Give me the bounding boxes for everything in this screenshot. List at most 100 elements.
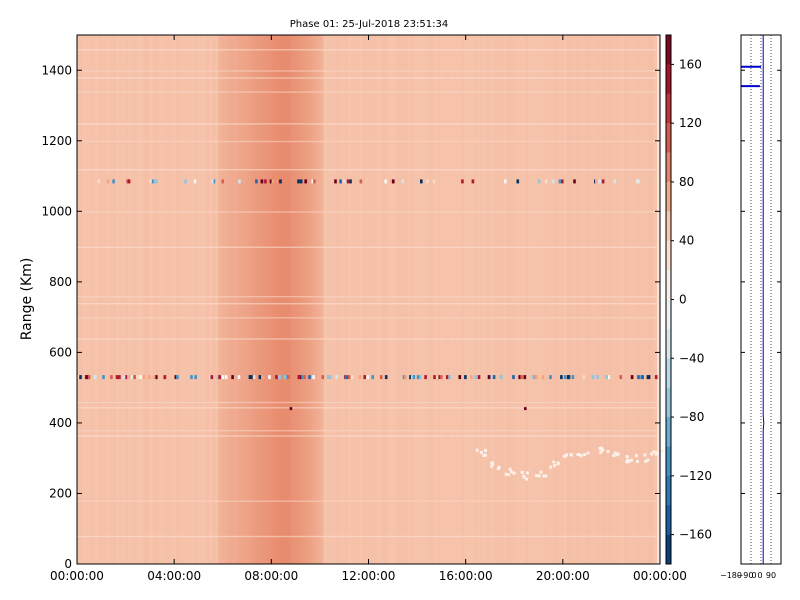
heatmap-column bbox=[350, 35, 354, 564]
band-cell bbox=[300, 375, 304, 380]
band-cell bbox=[312, 375, 315, 380]
heatmap-column bbox=[239, 35, 243, 564]
band-cell bbox=[518, 375, 521, 380]
heatmap-column bbox=[470, 35, 475, 564]
x-tick-label: 00:00:00 bbox=[633, 569, 687, 583]
band-cell bbox=[411, 375, 414, 380]
band-cell bbox=[474, 375, 477, 380]
colorbar-cell bbox=[666, 328, 671, 359]
trace-point bbox=[643, 453, 647, 457]
heatmap-column bbox=[131, 35, 135, 564]
y-tick-label: 400 bbox=[49, 416, 72, 430]
heatmap-column bbox=[89, 35, 93, 564]
band-cell bbox=[77, 375, 80, 380]
band-cell bbox=[471, 179, 475, 184]
heatmap-column bbox=[236, 35, 240, 564]
band-cell bbox=[224, 375, 228, 380]
band-cell bbox=[605, 375, 608, 380]
heatmap-column bbox=[524, 35, 529, 564]
chart-title: Phase 01: 25-Jul-2018 23:51:34 bbox=[290, 19, 448, 30]
heatmap-column bbox=[449, 35, 454, 564]
heatmap-column bbox=[626, 35, 631, 564]
heatmap-column bbox=[386, 35, 390, 564]
band-cell bbox=[512, 375, 515, 380]
heatmap-column bbox=[374, 35, 378, 564]
heatmap-column bbox=[251, 35, 255, 564]
heatmap-column bbox=[221, 35, 225, 564]
isolated-cell bbox=[524, 407, 527, 411]
band-cell bbox=[641, 375, 644, 380]
heatmap-column bbox=[155, 35, 159, 564]
heatmap-column bbox=[509, 35, 514, 564]
band-cell bbox=[424, 375, 427, 380]
heatmap-column bbox=[497, 35, 502, 564]
trace-point bbox=[579, 454, 583, 458]
heatmap-column bbox=[332, 35, 336, 564]
trace-point bbox=[512, 471, 516, 475]
band-cell bbox=[561, 179, 564, 184]
band-cell bbox=[582, 375, 586, 380]
band-cell bbox=[346, 179, 350, 184]
heatmap-column bbox=[137, 35, 141, 564]
heatmap-streak bbox=[77, 303, 660, 305]
band-cell bbox=[278, 375, 281, 380]
heatmap-streak bbox=[77, 535, 660, 538]
band-cell bbox=[87, 375, 91, 380]
heatmap-column bbox=[494, 35, 499, 564]
heatmap-column bbox=[347, 35, 351, 564]
heatmap-column bbox=[473, 35, 478, 564]
band-cell bbox=[384, 179, 387, 184]
trace-point bbox=[606, 449, 610, 453]
heatmap-column bbox=[533, 35, 538, 564]
band-cell bbox=[516, 179, 520, 184]
band-cell bbox=[366, 375, 370, 380]
side-panel-x-ticks: −180−900 0 90 bbox=[720, 571, 776, 580]
x-tick-label: 16:00:00 bbox=[439, 569, 493, 583]
heatmap-column bbox=[368, 35, 372, 564]
heatmap-column bbox=[260, 35, 264, 564]
heatmap-column bbox=[599, 35, 604, 564]
band-cell bbox=[619, 375, 623, 380]
band-cell bbox=[137, 375, 140, 380]
band-cell bbox=[139, 375, 142, 380]
band-cell bbox=[646, 375, 650, 380]
heatmap-column bbox=[128, 35, 132, 564]
heatmap-column bbox=[611, 35, 616, 564]
band-cell bbox=[127, 179, 131, 184]
band-cell bbox=[339, 179, 342, 184]
heatmap-column bbox=[272, 35, 276, 564]
heatmap-column bbox=[455, 35, 460, 564]
heatmap-column bbox=[530, 35, 535, 564]
band-cell bbox=[248, 375, 252, 380]
side-panel: −180−900 0 90 bbox=[720, 34, 782, 580]
trace-point bbox=[612, 454, 616, 458]
heatmap-column bbox=[632, 35, 637, 564]
band-cell bbox=[122, 375, 126, 380]
heatmap-column bbox=[227, 35, 231, 564]
heatmap-column bbox=[620, 35, 625, 564]
heatmap-column bbox=[242, 35, 246, 564]
heatmap-column bbox=[323, 35, 327, 564]
heatmap-column bbox=[248, 35, 252, 564]
heatmap-streak bbox=[77, 317, 660, 319]
heatmap-column bbox=[608, 35, 613, 564]
heatmap-column bbox=[173, 35, 177, 564]
heatmap-column bbox=[566, 35, 571, 564]
heatmap-column bbox=[377, 35, 381, 564]
heatmap-column bbox=[464, 35, 469, 564]
band-cell bbox=[335, 375, 338, 380]
band-cell bbox=[155, 375, 158, 380]
band-cell bbox=[216, 375, 220, 380]
trace-point bbox=[553, 464, 557, 468]
band-cell bbox=[268, 375, 271, 380]
y-tick-label: 600 bbox=[49, 345, 72, 359]
band-cell bbox=[271, 179, 275, 184]
x-tick-label: 08:00:00 bbox=[244, 569, 298, 583]
heatmap-column bbox=[392, 35, 396, 564]
heatmap-column bbox=[113, 35, 117, 564]
heatmap-column bbox=[179, 35, 183, 564]
band-cell bbox=[287, 375, 290, 380]
band-cell bbox=[384, 375, 388, 380]
band-cell bbox=[596, 375, 599, 380]
trace-point bbox=[522, 474, 526, 478]
